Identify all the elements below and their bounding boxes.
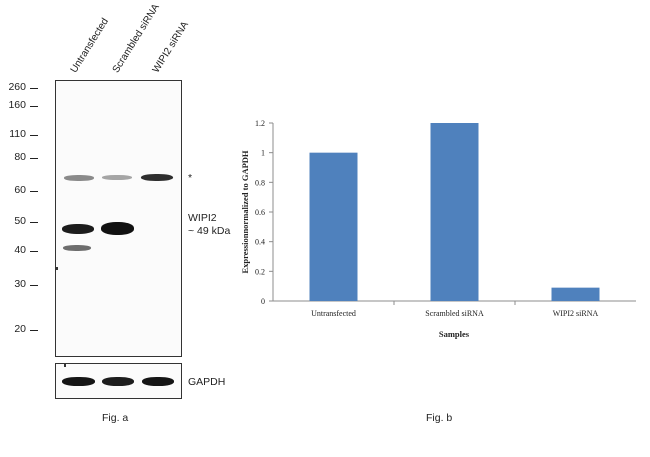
mw-marker-20: 20 [14,323,26,335]
blot-main-panel [55,80,182,357]
y-tick-label: 0.8 [255,178,265,187]
band-70kda-lane2 [102,175,132,180]
bar-wipi2-sirna [551,287,600,301]
bar-scrambled-sirna [430,123,479,301]
y-axis-ticks: 0 0.2 0.4 0.6 0.8 1 1.2 [255,119,273,306]
band-40kda-lane1 [63,245,91,251]
mw-marker-30: 30 [14,278,26,290]
loading-control-label: GAPDH [188,376,226,388]
target-protein-label: WIPI2 [188,212,217,224]
y-tick-label: 1 [261,149,265,158]
fig-a-caption: Fig. a [102,412,129,424]
mw-marker-80: 80 [14,151,26,163]
mw-marker-160: 160 [8,99,26,111]
x-axis-title: Samples [439,329,470,339]
blot-gapdh-panel [55,363,182,399]
band-wipi2-lane2 [101,222,134,235]
y-axis-title: Expressionnormalized to GAPDH [240,150,250,273]
band-70kda-lane3 [141,174,173,181]
y-tick-label: 1.2 [255,119,265,128]
y-tick-label: 0.4 [255,238,265,247]
x-tick-label: Untransfected [311,309,356,318]
target-size-label: ~ 49 kDa [188,225,231,237]
bar-untransfected [309,152,358,301]
mw-marker-60: 60 [14,184,26,196]
x-tick-label: WIPI2 siRNA [553,309,599,318]
band-70kda-lane1 [64,175,94,181]
y-tick-label: 0.6 [255,208,265,217]
x-tick-label: Scrambled siRNA [425,309,484,318]
band-gapdh-lane3 [142,377,174,386]
mw-marker-50: 50 [14,215,26,227]
bars [309,123,600,301]
nonspecific-band-asterisk: * [188,172,193,184]
band-wipi2-lane1 [62,224,94,234]
y-tick-label: 0 [261,297,265,306]
band-gapdh-lane1 [62,377,95,386]
mw-marker-40: 40 [14,244,26,256]
mw-marker-260: 260 [8,81,26,93]
fig-b-caption: Fig. b [426,412,453,424]
band-gapdh-lane2 [102,377,134,386]
mw-marker-110: 110 [9,128,26,140]
x-axis-tick-labels: Untransfected Scrambled siRNA WIPI2 siRNA [311,301,598,318]
y-tick-label: 0.2 [255,267,265,276]
